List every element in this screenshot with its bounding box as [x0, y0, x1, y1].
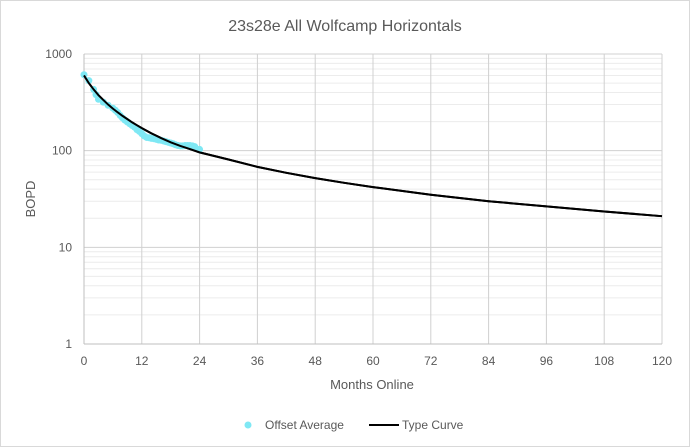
y-tick-label: 100	[52, 144, 72, 158]
series	[80, 71, 663, 218]
x-tick-label: 12	[135, 354, 149, 368]
y-tick-label: 10	[59, 240, 73, 254]
x-axis-title: Months Online	[330, 377, 414, 392]
legend-item-offset-average: Offset Average	[244, 418, 344, 432]
legend: Offset Average Type Curve	[244, 418, 464, 432]
x-tick-label: 96	[540, 354, 554, 368]
legend-marker-offset-average	[244, 421, 252, 429]
y-axis-title: BOPD	[23, 181, 38, 218]
chart-title: 23s28e All Wolfcamp Horizontals	[228, 18, 462, 35]
x-tick-label: 84	[482, 354, 496, 368]
x-tick-label: 120	[652, 354, 672, 368]
x-tick-label: 108	[594, 354, 614, 368]
legend-label-type-curve: Type Curve	[402, 418, 464, 432]
x-tick-label: 60	[366, 354, 380, 368]
x-tick-label: 24	[193, 354, 207, 368]
gridlines	[83, 53, 663, 345]
y-tick-label: 1000	[45, 47, 72, 61]
axes	[83, 54, 662, 345]
y-tick-label: 1	[65, 337, 72, 351]
x-tick-label: 0	[81, 354, 88, 368]
x-tick-label: 48	[309, 354, 323, 368]
x-tick-label: 36	[251, 354, 265, 368]
legend-item-type-curve: Type Curve	[369, 418, 464, 432]
x-tick-label: 72	[424, 354, 438, 368]
legend-label-offset-average: Offset Average	[265, 418, 344, 432]
type-curve-line-overlay	[83, 74, 663, 218]
